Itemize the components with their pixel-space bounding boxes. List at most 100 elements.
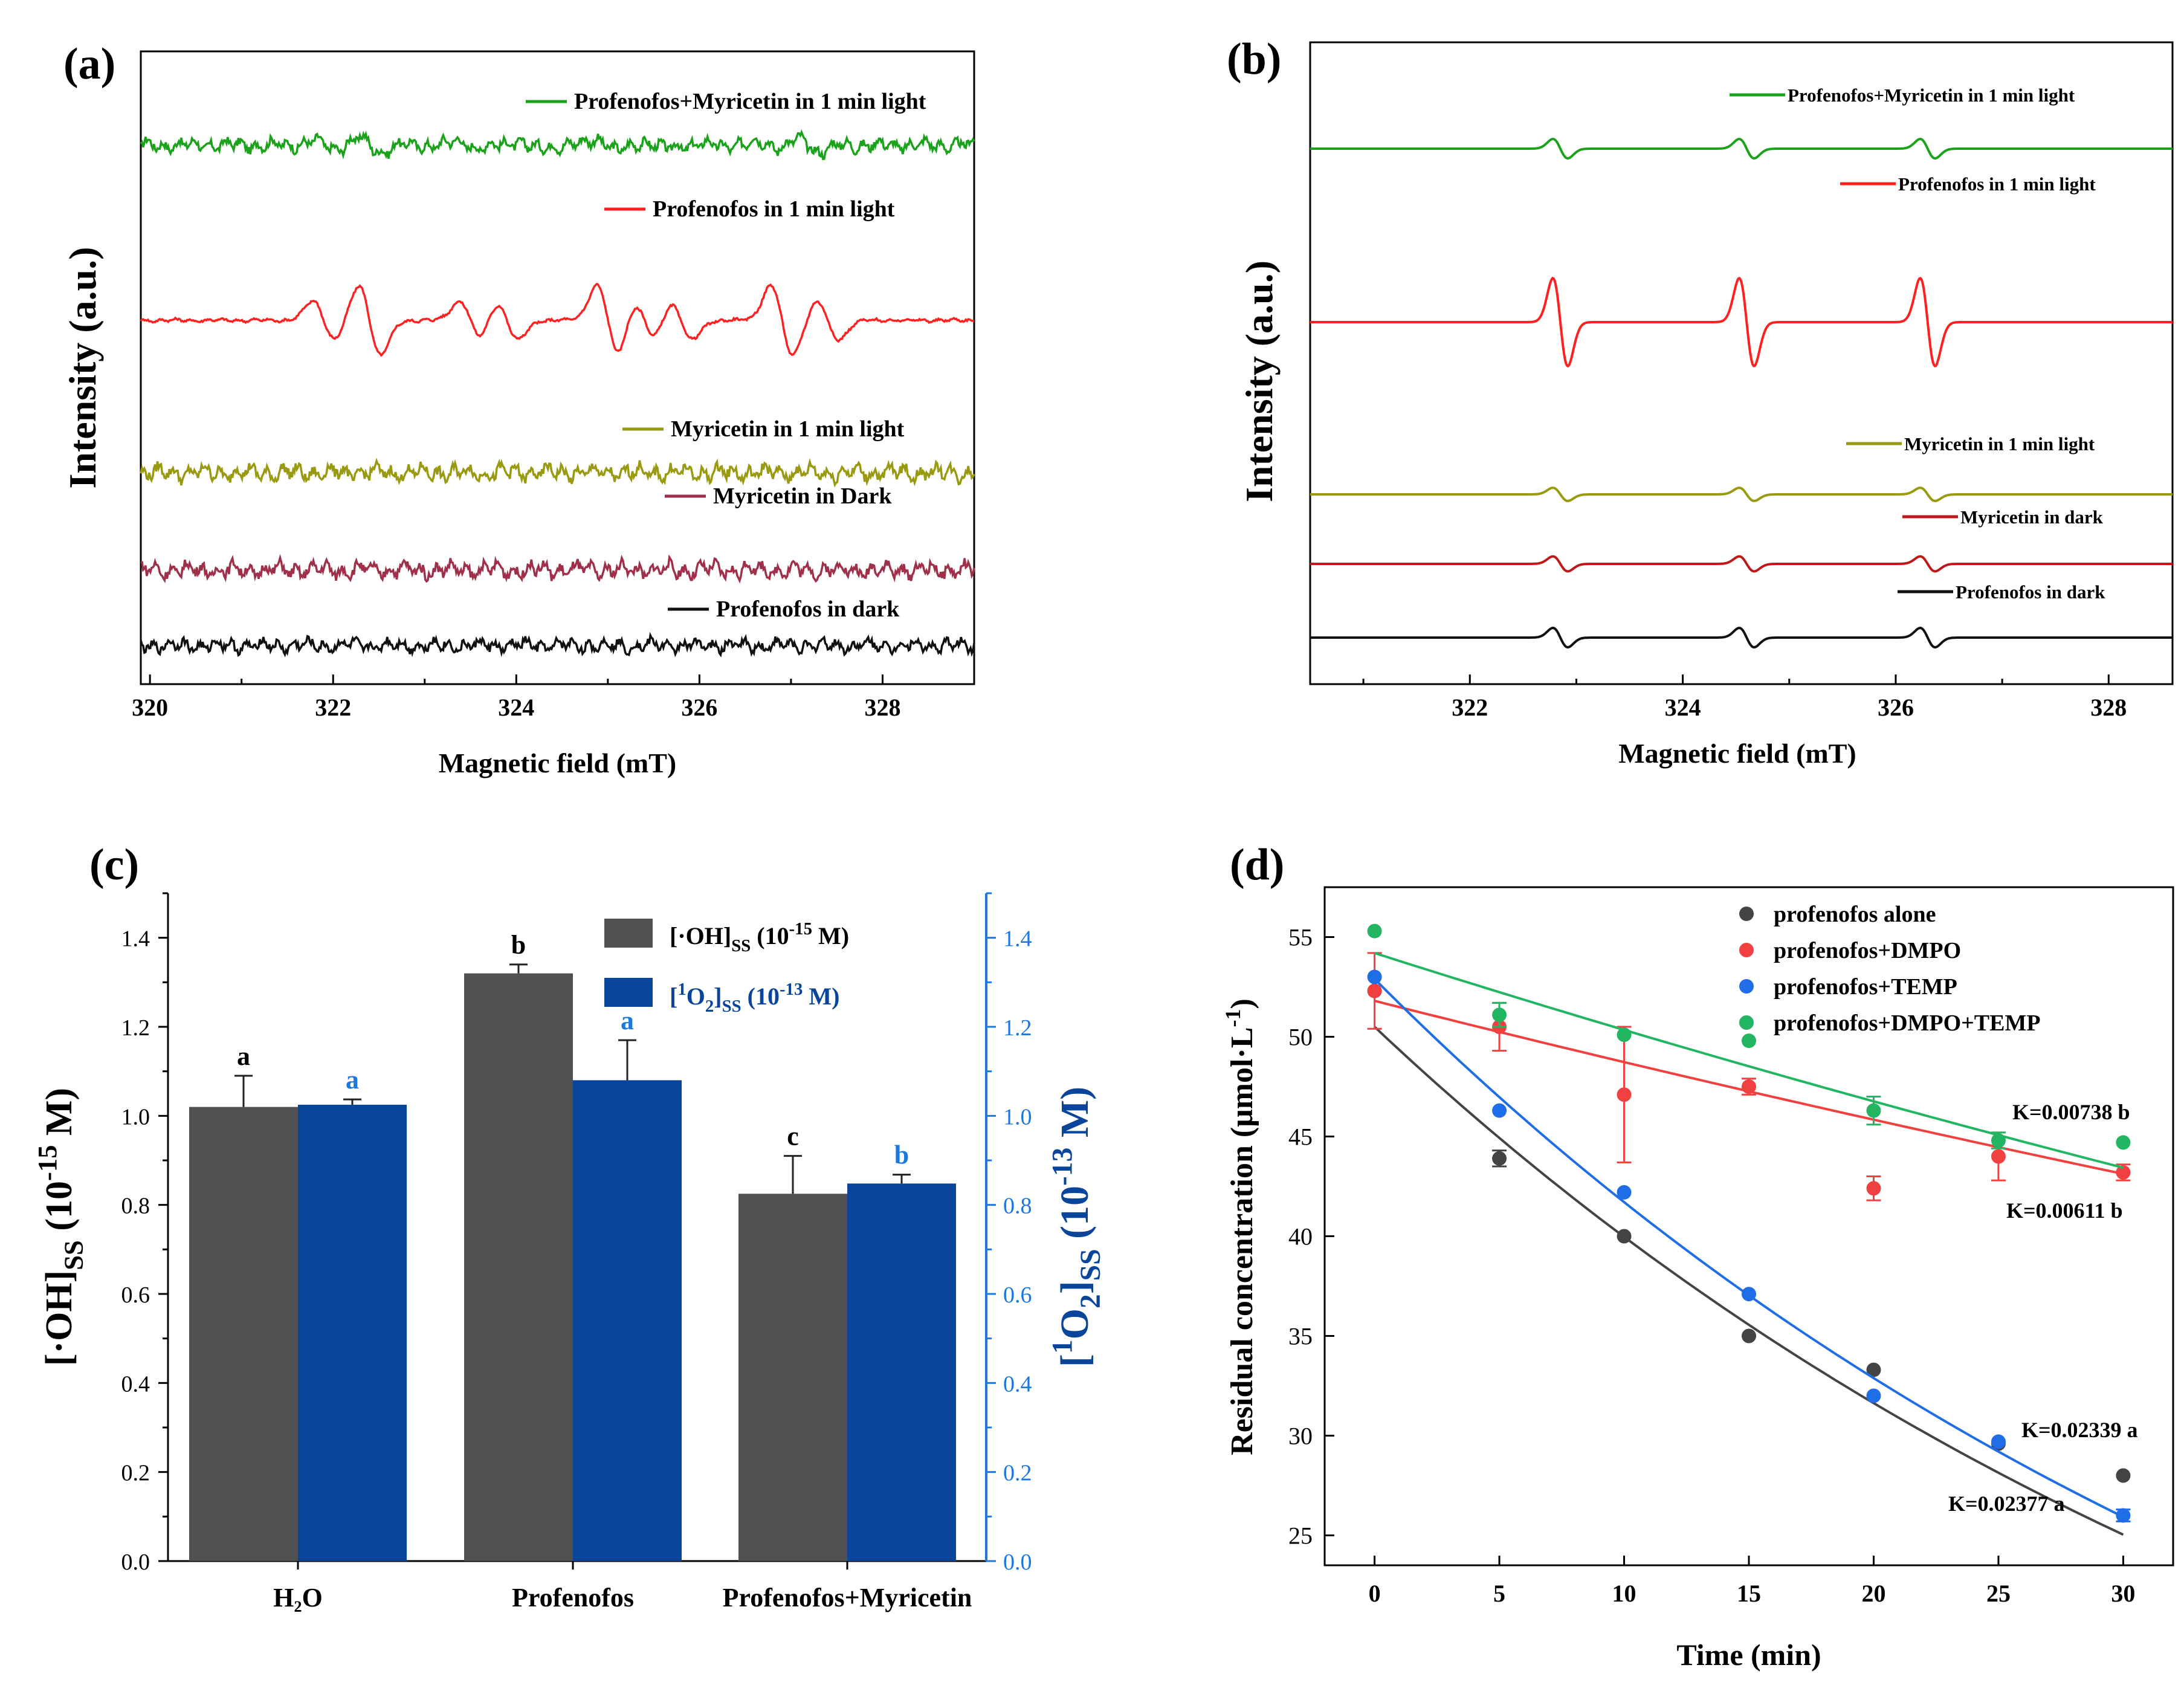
left-y-tick-label: 0.4 bbox=[121, 1371, 150, 1397]
legend-label: Profenofos+Myricetin in 1 min light bbox=[1788, 85, 2075, 106]
legend-label: Myricetin in 1 min light bbox=[1904, 433, 2095, 454]
legend-swatch bbox=[604, 919, 653, 948]
x-tick-label: 328 bbox=[864, 694, 900, 721]
left-y-tick-label: 1.2 bbox=[121, 1015, 150, 1041]
data-point bbox=[1742, 1328, 1756, 1343]
x-tick-label: 30 bbox=[2111, 1580, 2135, 1607]
legend-marker bbox=[1739, 907, 1754, 921]
spectrum-line bbox=[1310, 555, 2173, 573]
legend-label-part: SS bbox=[722, 997, 741, 1016]
significance-letter: a bbox=[237, 1041, 250, 1071]
legend-label-part: ] bbox=[714, 983, 722, 1010]
data-point bbox=[1866, 1388, 1881, 1403]
legend-label-part: -15 bbox=[789, 919, 812, 939]
legend-label-part: (10 bbox=[741, 983, 780, 1010]
right-y-tick-label: 1.4 bbox=[1003, 926, 1032, 952]
x-tick-label: Profenofos+Myricetin bbox=[723, 1583, 972, 1612]
data-point bbox=[1991, 1133, 2006, 1148]
x-tick-label: 324 bbox=[1665, 694, 1701, 721]
data-point bbox=[2116, 1508, 2131, 1523]
panel-label-d: (d) bbox=[1230, 840, 1284, 890]
spectrum-line bbox=[1310, 137, 2173, 160]
data-point bbox=[1617, 1185, 1632, 1200]
legend-label: Myricetin in Dark bbox=[713, 483, 892, 509]
x-tick-label: 10 bbox=[1612, 1580, 1636, 1607]
data-point bbox=[1617, 1027, 1632, 1043]
legend-label-part: [ bbox=[670, 983, 677, 1010]
bar bbox=[189, 1107, 298, 1561]
y-axis-label: Residual concentration (μmol·L-1) bbox=[1221, 998, 1259, 1455]
data-point bbox=[1742, 1033, 1756, 1049]
bar bbox=[847, 1183, 956, 1561]
right-y-tick-label: 1.0 bbox=[1003, 1104, 1032, 1130]
data-point bbox=[1742, 1079, 1756, 1094]
x-axis-label: Magnetic field (mT) bbox=[439, 748, 676, 778]
chart-c: 0.0 0.0 0.2 0.2 0.4 0.4 0.6 0.6 0.8 0.8 1.0 1.0 1.2 1… bbox=[32, 892, 1107, 1612]
left-y-tick-label: 0.2 bbox=[121, 1461, 150, 1486]
data-point bbox=[2116, 1135, 2131, 1150]
significance-letter: b bbox=[894, 1140, 909, 1170]
significance-letter: c bbox=[787, 1122, 799, 1151]
legend-label-part: 1 bbox=[677, 980, 686, 999]
right-y-axis-label-part: [ bbox=[1053, 1354, 1097, 1367]
y-axis-label-main: Residual concentration (μmol·L bbox=[1225, 1027, 1259, 1455]
rate-annotation: K=0.02339 a bbox=[2021, 1418, 2138, 1442]
x-tick-label: 5 bbox=[1493, 1580, 1505, 1607]
data-point bbox=[2116, 1165, 2131, 1180]
spectrum-line bbox=[1310, 626, 2173, 649]
left-y-axis-label-part: M) bbox=[39, 1088, 80, 1145]
legend-label: profenofos alone bbox=[1774, 902, 1936, 927]
right-y-tick-label: 0.0 bbox=[1003, 1550, 1032, 1575]
x-axis-label: Time (min) bbox=[1676, 1638, 1821, 1672]
right-y-tick-label: 0.4 bbox=[1003, 1371, 1032, 1397]
plot-frame bbox=[1309, 41, 2174, 685]
spectrum-line bbox=[1310, 276, 2173, 368]
right-y-tick-label: 0.6 bbox=[1003, 1282, 1032, 1308]
y-axis-label-close: ) bbox=[1225, 998, 1259, 1009]
y-tick-label: 55 bbox=[1288, 924, 1313, 951]
data-point bbox=[1991, 1434, 2006, 1449]
x-tick-label: 322 bbox=[315, 694, 351, 721]
y-tick-label: 35 bbox=[1288, 1323, 1313, 1350]
legend-label: Myricetin in 1 min light bbox=[671, 416, 905, 442]
right-y-axis-label-part: (10 bbox=[1053, 1186, 1097, 1249]
legend-label: profenofos+TEMP bbox=[1774, 974, 1957, 1000]
legend-label: Myricetin in dark bbox=[1960, 506, 2104, 528]
legend-label-part: M) bbox=[803, 983, 839, 1010]
left-y-axis-label: [·OH]SS (10-15 M) bbox=[32, 1088, 88, 1366]
data-point bbox=[1617, 1229, 1632, 1244]
x-tick-label: 324 bbox=[498, 694, 534, 721]
left-y-tick-label: 1.0 bbox=[121, 1104, 150, 1130]
data-point bbox=[1367, 923, 1382, 939]
data-point bbox=[1367, 983, 1382, 998]
significance-letter: a bbox=[346, 1065, 359, 1094]
left-y-axis-label-part: [·OH] bbox=[39, 1270, 80, 1366]
x-tick-label: 320 bbox=[132, 694, 168, 721]
y-tick-label: 45 bbox=[1288, 1124, 1313, 1151]
x-axis-label: Magnetic field (mT) bbox=[1618, 738, 1856, 769]
x-tick-label: H₂O bbox=[273, 1583, 323, 1612]
y-tick-label: 40 bbox=[1288, 1223, 1313, 1250]
data-point bbox=[1367, 969, 1382, 985]
data-point bbox=[2116, 1468, 2131, 1483]
y-axis-label: Intensity (a.u.) bbox=[61, 247, 104, 488]
legend-marker bbox=[1739, 943, 1754, 957]
legend-label-part: O bbox=[687, 983, 705, 1010]
legend-marker bbox=[1739, 979, 1754, 994]
spectrum-line bbox=[140, 129, 975, 160]
x-tick-label: 25 bbox=[1986, 1580, 2011, 1607]
x-tick-label: 328 bbox=[2090, 694, 2127, 721]
x-tick-label: 326 bbox=[681, 694, 717, 721]
right-y-axis-label-part: O bbox=[1053, 1308, 1097, 1339]
data-point bbox=[1866, 1362, 1881, 1377]
right-y-axis-label: [1O2]SS (10-13 M) bbox=[1047, 1087, 1107, 1367]
significance-letter: a bbox=[621, 1006, 634, 1035]
y-tick-label: 25 bbox=[1288, 1522, 1313, 1550]
bar bbox=[298, 1104, 407, 1561]
chart-a: 320 322 324 326 328 Magnetic field (mT) Intens… bbox=[61, 50, 975, 778]
chart-b: 322 324 326 328 Magnetic field (mT) Intensity… bbox=[1238, 41, 2174, 769]
legend-label: Profenofos in 1 min light bbox=[1898, 173, 2096, 195]
legend-label: profenofos+DMPO+TEMP bbox=[1774, 1010, 2041, 1036]
legend-label: [·OH]SS (10-15 M) bbox=[670, 919, 849, 955]
